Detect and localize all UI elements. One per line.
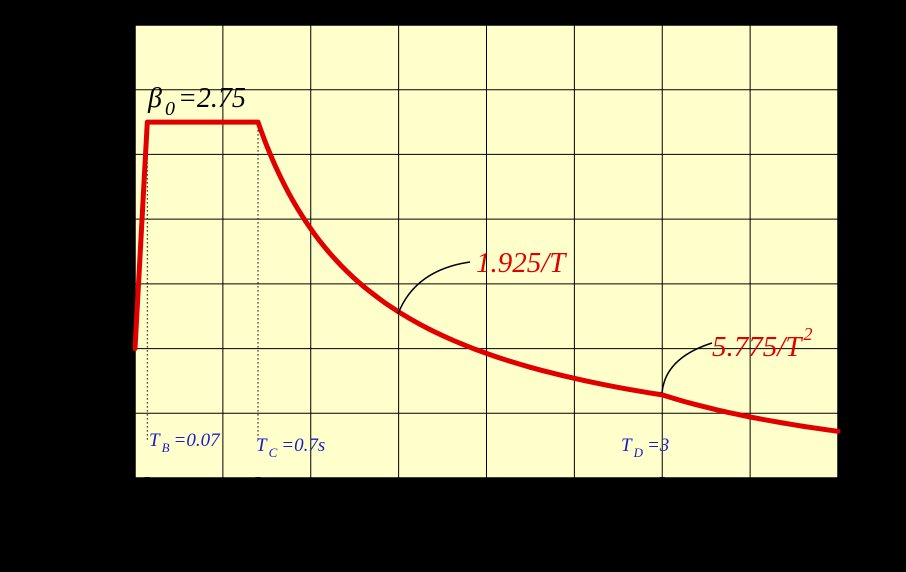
reference-lines — [146, 122, 259, 440]
x-tick-label: 2.5 — [558, 508, 591, 537]
series-line — [132, 119, 841, 434]
y-tick-label: 3.5 — [81, 11, 114, 40]
x-tick-label: 0 — [129, 508, 142, 537]
y-tick-label: 3 — [100, 76, 113, 105]
data-point — [309, 228, 312, 230]
formula-1925-over-t: 1.925/T — [476, 247, 567, 279]
data-point — [345, 269, 347, 272]
data-point — [485, 352, 488, 355]
x-tick-label: 0.5 — [207, 508, 240, 537]
data-point — [134, 347, 136, 350]
beta0-label: β 0 =2.75 — [147, 83, 246, 120]
x-tick-label: 3 — [656, 508, 669, 537]
formula-5775-over-t2: 5.775/T 2 — [712, 324, 812, 363]
y-tick-label: 0 — [100, 464, 113, 493]
x-tick-label: 2 — [480, 508, 493, 537]
data-point — [274, 165, 277, 168]
y-axis-label: β — [25, 242, 56, 256]
x-tick-label: 3.5 — [734, 508, 767, 537]
y-tick-label: 2.5 — [81, 140, 114, 169]
period-marker — [144, 477, 150, 490]
y-tick-label: 1.5 — [81, 270, 114, 299]
x-tick-label: 1 — [304, 508, 317, 537]
td-label: T D =3 — [621, 435, 669, 460]
tb-label: T B =0.07 — [149, 430, 221, 455]
x-axis-label: Perioada T , s — [411, 532, 563, 563]
y-tick-label: 2 — [100, 205, 113, 234]
y-tick-label: 1 — [100, 335, 113, 364]
y-tick-label: 0.5 — [81, 399, 114, 428]
data-point — [573, 377, 576, 380]
leader-5775-over-t2 — [661, 342, 713, 394]
data-point — [257, 121, 259, 123]
x-tick-label: 4 — [832, 508, 845, 537]
series-group — [132, 119, 841, 434]
leader-1925-over-t — [397, 261, 471, 315]
x-tick-label: 1.5 — [382, 508, 415, 537]
data-point — [661, 394, 664, 396]
period-marker — [659, 477, 665, 490]
tc-label: T C =0.7s — [256, 435, 325, 460]
data-point — [837, 430, 839, 433]
period-marker — [255, 477, 261, 490]
plot-border — [134, 24, 839, 479]
tick-labels: 0 0.5 1 1.5 2 2.5 3 3.5 4 0 0.5 1 1.5 2 2.5 3 3.5 — [81, 11, 845, 537]
period-markers — [144, 477, 665, 490]
data-point — [749, 416, 751, 418]
data-point — [146, 121, 149, 123]
